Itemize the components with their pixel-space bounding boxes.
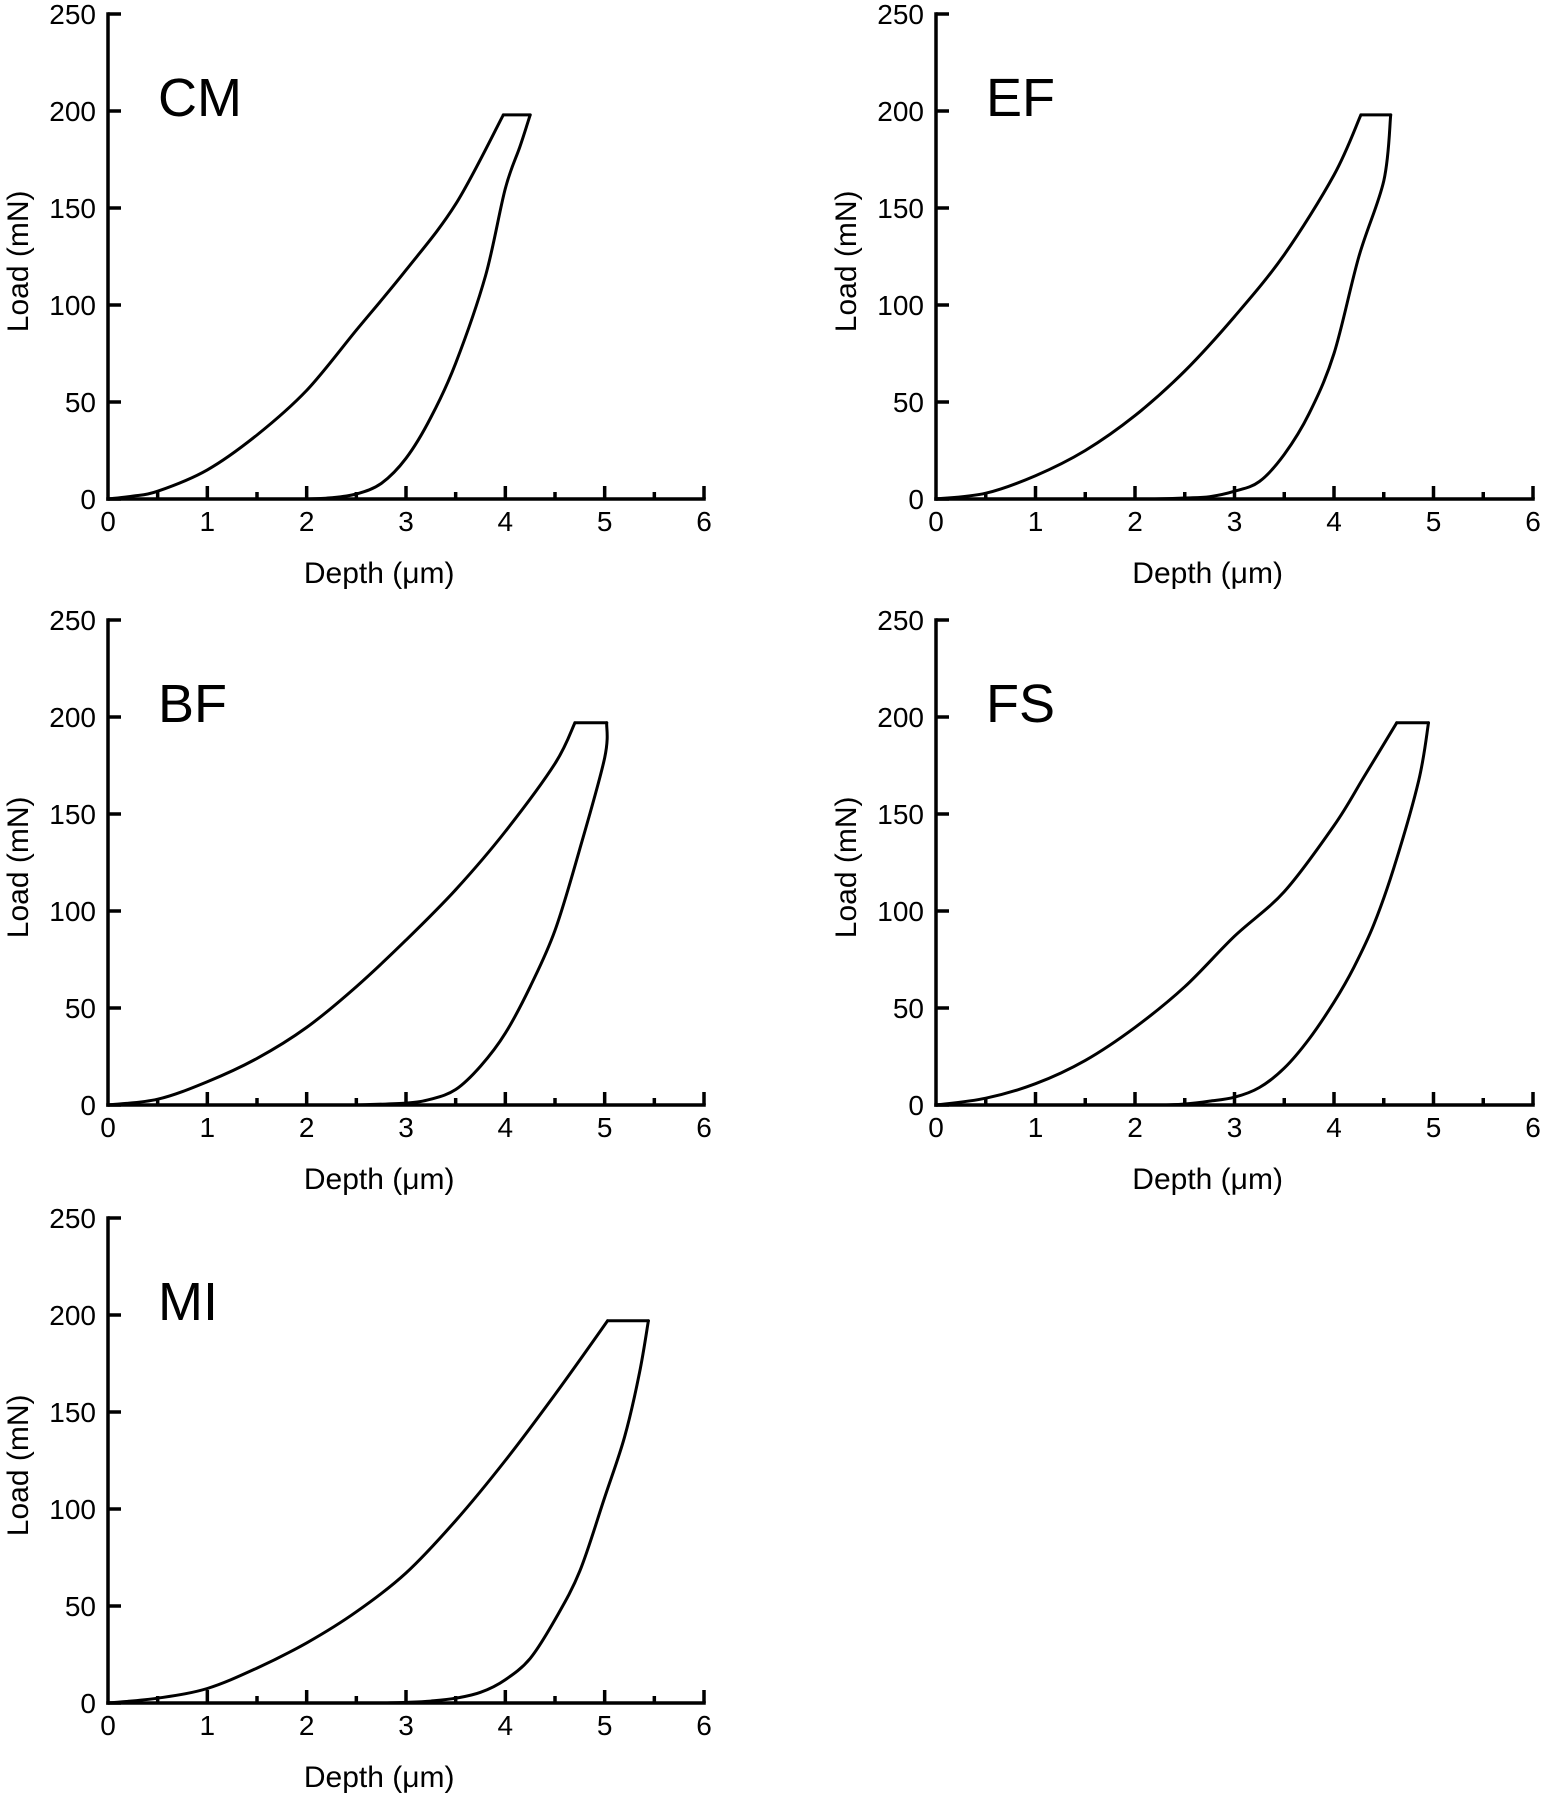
y-tick-label: 0 [908, 1090, 924, 1121]
panel-label: EF [986, 68, 1055, 128]
y-tick-label: 100 [49, 896, 96, 927]
x-tick-label: 5 [597, 1112, 613, 1143]
y-axis-title: Load (mN) [2, 796, 35, 938]
x-tick-label: 0 [100, 1112, 116, 1143]
x-tick-label: 1 [1028, 506, 1044, 537]
x-tick-label: 2 [299, 1710, 315, 1741]
x-tick-label: 3 [398, 1710, 414, 1741]
x-tick-label: 0 [928, 1112, 944, 1143]
y-tick-label: 250 [49, 1203, 96, 1234]
x-tick-label: 4 [498, 506, 514, 537]
x-tick-label: 5 [1426, 1112, 1442, 1143]
x-tick-label: 0 [100, 1710, 116, 1741]
y-tick-label: 50 [65, 1591, 96, 1622]
panel-label: BF [158, 674, 227, 734]
y-tick-label: 0 [908, 484, 924, 515]
y-axis-title: Load (mN) [830, 796, 863, 938]
y-tick-label: 250 [877, 605, 924, 636]
y-tick-label: 200 [877, 96, 924, 127]
y-tick-label: 0 [80, 1090, 96, 1121]
x-axis-title: Depth (μm) [1132, 1163, 1283, 1196]
y-tick-label: 250 [49, 0, 96, 30]
x-tick-label: 0 [100, 506, 116, 537]
y-tick-label: 100 [49, 1494, 96, 1525]
series-loading-line [106, 721, 577, 1107]
series-unloading-line [384, 1319, 650, 1705]
x-tick-label: 6 [696, 506, 712, 537]
x-tick-label: 6 [696, 1112, 712, 1143]
panel-label: FS [986, 674, 1055, 734]
x-tick-label: 2 [1127, 1112, 1143, 1143]
x-tick-label: 2 [1127, 506, 1143, 537]
panel-ef: 0 50 100 150 200 250 0 1 2 3 4 5 6 Depth (μm) Load (mN… [830, 0, 1541, 590]
y-tick-label: 250 [877, 0, 924, 30]
x-tick-label: 2 [299, 1112, 315, 1143]
series-unloading-line [1153, 113, 1393, 501]
y-tick-label: 150 [877, 799, 924, 830]
y-tick-label: 200 [49, 1300, 96, 1331]
x-tick-label: 2 [299, 506, 315, 537]
panel-label: MI [158, 1272, 218, 1332]
y-tick-label: 200 [49, 96, 96, 127]
y-tick-label: 150 [877, 193, 924, 224]
x-tick-label: 4 [1326, 1112, 1342, 1143]
x-tick-label: 1 [200, 1710, 216, 1741]
x-axis-title: Depth (μm) [1132, 557, 1283, 590]
y-tick-label: 0 [80, 484, 96, 515]
series-unloading-line [354, 721, 609, 1107]
y-tick-label: 100 [49, 290, 96, 321]
panel-mi: 0 50 100 150 200 250 0 1 2 3 4 5 6 Depth (μm) Load (mN… [2, 1203, 712, 1794]
y-tick-label: 100 [877, 290, 924, 321]
y-axis-title: Load (mN) [2, 190, 35, 332]
series-loading-line [934, 113, 1363, 501]
x-tick-label: 4 [498, 1710, 514, 1741]
y-tick-label: 50 [893, 993, 924, 1024]
x-tick-label: 3 [398, 1112, 414, 1143]
y-tick-label: 200 [877, 702, 924, 733]
x-tick-label: 6 [1525, 506, 1541, 537]
x-tick-label: 0 [928, 506, 944, 537]
y-axis-title: Load (mN) [2, 1394, 35, 1536]
y-tick-label: 150 [49, 193, 96, 224]
y-tick-label: 150 [49, 799, 96, 830]
x-tick-label: 3 [1227, 506, 1243, 537]
series-unloading-line [305, 113, 532, 501]
series-loading-line [106, 1319, 610, 1705]
series-loading-line [934, 721, 1399, 1107]
y-tick-label: 50 [65, 387, 96, 418]
y-tick-label: 100 [877, 896, 924, 927]
series-unloading-line [1163, 721, 1430, 1107]
x-tick-label: 1 [200, 506, 216, 537]
panel-bf: 0 50 100 150 200 250 0 1 2 3 4 5 6 Depth (μm) Load (mN… [2, 605, 712, 1196]
x-axis-title: Depth (μm) [304, 1761, 455, 1794]
x-tick-label: 5 [597, 1710, 613, 1741]
y-tick-label: 50 [893, 387, 924, 418]
x-axis-title: Depth (μm) [304, 1163, 455, 1196]
y-axis-title: Load (mN) [830, 190, 863, 332]
panel-label: CM [158, 68, 242, 128]
x-tick-label: 1 [200, 1112, 216, 1143]
x-tick-label: 5 [597, 506, 613, 537]
series-loading-line [106, 113, 505, 501]
x-axis-title: Depth (μm) [304, 557, 455, 590]
x-tick-label: 3 [1227, 1112, 1243, 1143]
y-tick-label: 200 [49, 702, 96, 733]
y-tick-label: 150 [49, 1397, 96, 1428]
y-tick-label: 50 [65, 993, 96, 1024]
x-tick-label: 1 [1028, 1112, 1044, 1143]
x-tick-label: 5 [1426, 506, 1442, 537]
panel-fs: 0 50 100 150 200 250 0 1 2 3 4 5 6 Depth (μm) Load (mN… [830, 605, 1541, 1196]
panel-cm: 0 50 100 150 200 250 0 1 2 3 4 5 6 Depth (μm) Load (mN… [2, 0, 712, 590]
y-tick-label: 250 [49, 605, 96, 636]
x-tick-label: 4 [1326, 506, 1342, 537]
x-tick-label: 6 [696, 1710, 712, 1741]
y-tick-label: 0 [80, 1688, 96, 1719]
x-tick-label: 3 [398, 506, 414, 537]
x-tick-label: 4 [498, 1112, 514, 1143]
x-tick-label: 6 [1525, 1112, 1541, 1143]
